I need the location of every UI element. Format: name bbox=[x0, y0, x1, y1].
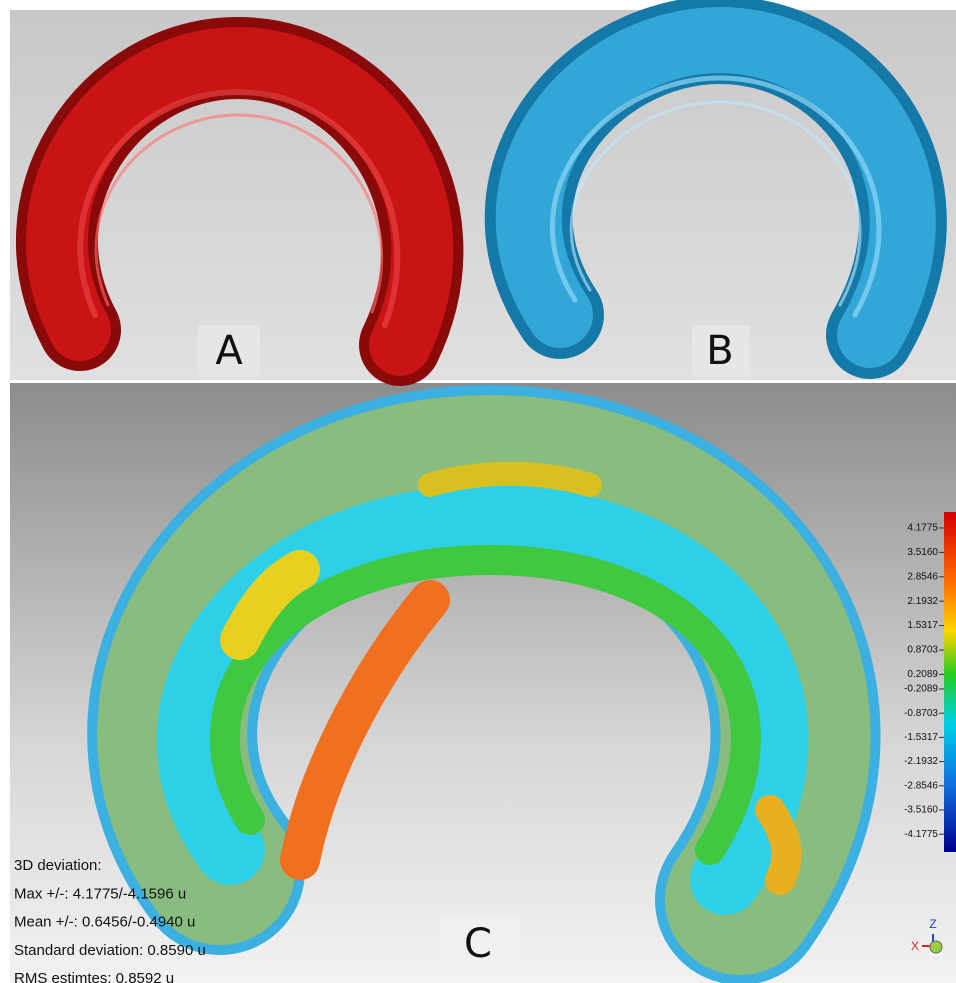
scale-label: -0.2089 bbox=[904, 684, 938, 695]
scale-label: 0.8703 bbox=[907, 645, 938, 656]
panel-label: C bbox=[464, 921, 492, 967]
scale-label: 2.1932 bbox=[907, 596, 938, 607]
panel-label: B bbox=[706, 328, 733, 374]
scale-label: 0.2089 bbox=[907, 669, 938, 680]
stat-line: Standard deviation: 0.8590 u bbox=[14, 942, 206, 959]
scale-label: -1.5317 bbox=[904, 732, 938, 743]
axis-label: X bbox=[911, 939, 919, 953]
stat-line: Mean +/-: 0.6456/-0.4940 u bbox=[14, 914, 195, 931]
figure: A B C 4.1775 3.5160 2.8546 2.1932 1.5317 0.87… bbox=[0, 0, 956, 983]
scale-label: 4.1775 bbox=[907, 523, 938, 534]
panel-label: A bbox=[215, 328, 243, 374]
color-scale bbox=[944, 512, 956, 852]
scale-label: -4.1775 bbox=[904, 829, 938, 840]
axis-label: Z bbox=[929, 917, 936, 931]
scale-label: -2.1932 bbox=[904, 756, 938, 767]
scale-label: -0.8703 bbox=[904, 708, 938, 719]
stat-line: 3D deviation: bbox=[14, 857, 102, 874]
scale-label: 3.5160 bbox=[907, 547, 938, 558]
scale-label: -3.5160 bbox=[904, 805, 938, 816]
scale-label: -2.8546 bbox=[904, 780, 938, 791]
scale-label: 1.5317 bbox=[907, 620, 938, 631]
stat-line: RMS estimtes: 0.8592 u bbox=[14, 970, 174, 983]
scale-label: 2.8546 bbox=[907, 571, 938, 582]
stat-line: Max +/-: 4.1775/-4.1596 u bbox=[14, 885, 186, 902]
